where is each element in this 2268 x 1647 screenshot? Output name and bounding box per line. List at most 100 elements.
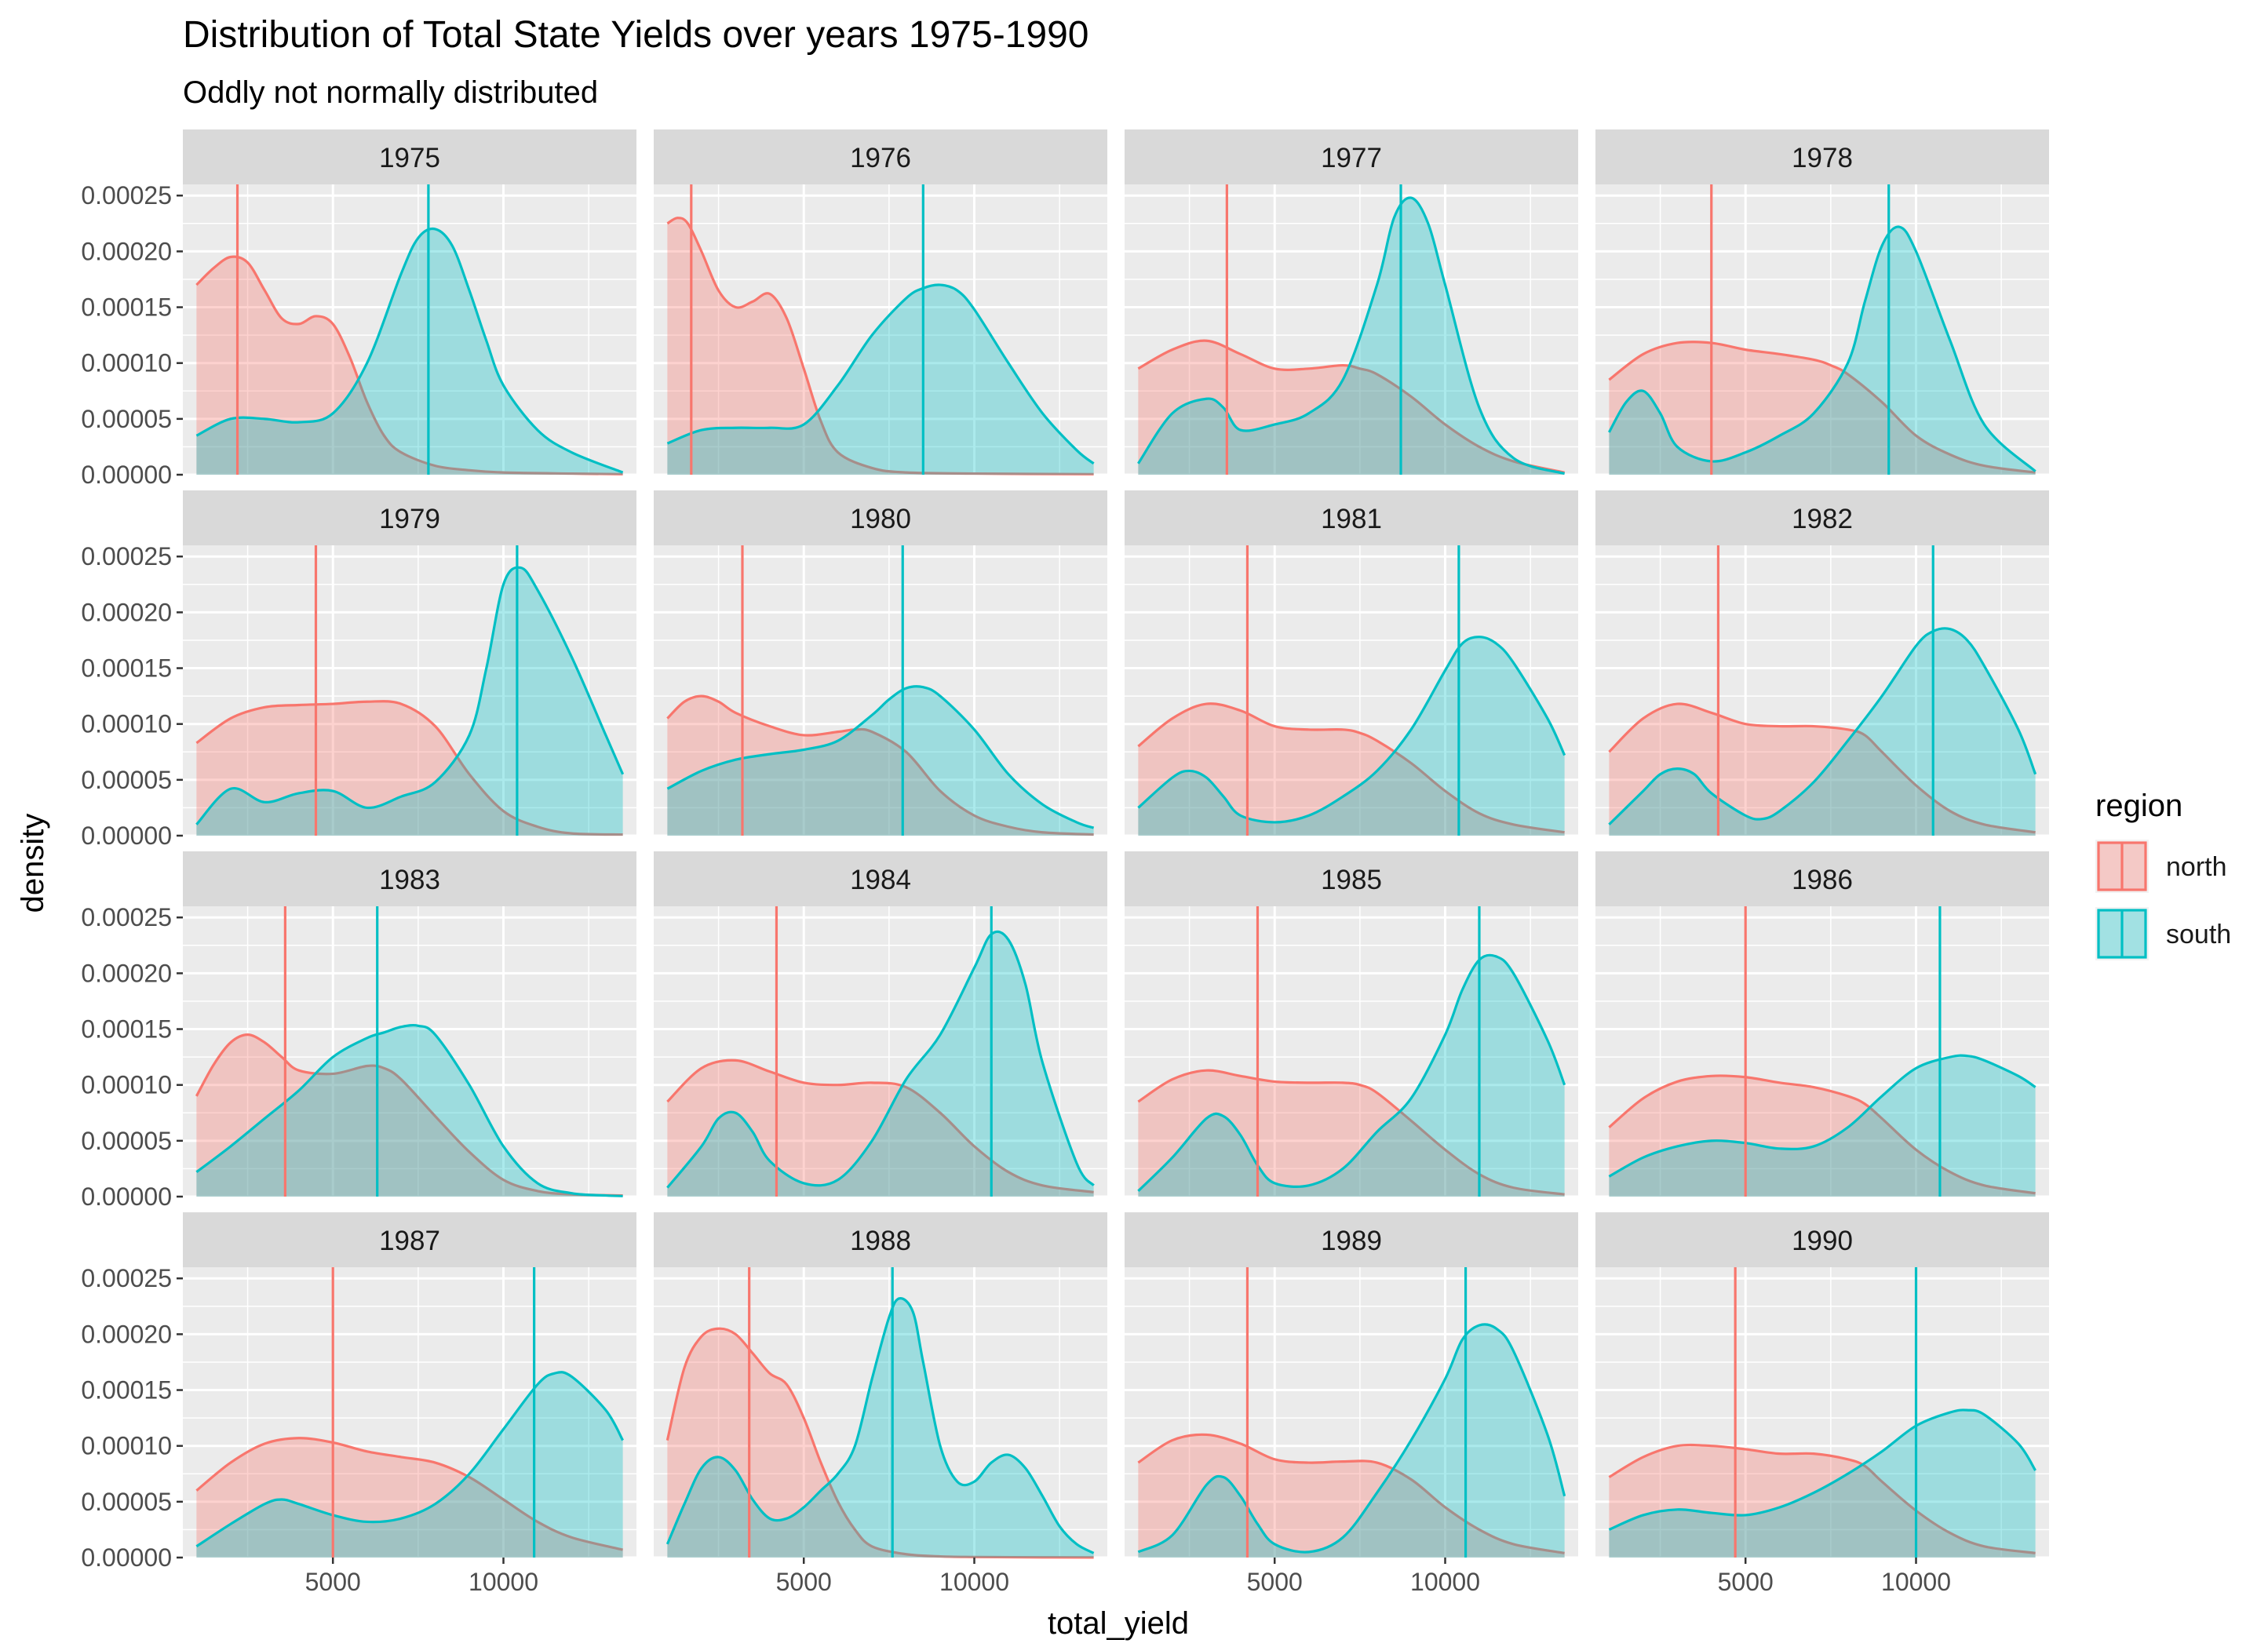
facet-strip — [183, 490, 636, 545]
facet-strip — [1595, 490, 2049, 545]
facet-strip-label: 1978 — [1792, 143, 1853, 173]
facet-panel-1977: 1977 — [1125, 129, 1578, 476]
panel-background — [183, 184, 636, 475]
facet-panels: 1975 0.00000 0.00005 0.00010 0.00015 0.00020 0… — [81, 129, 2049, 1596]
y-tick-label: 0.00010 — [81, 1432, 172, 1460]
facet-strip — [1595, 851, 2049, 906]
y-tick-label: 0.00005 — [81, 766, 172, 794]
y-tick-label: 0.00000 — [81, 461, 172, 489]
facet-strip — [1595, 129, 2049, 184]
facet-panel-1987: 1987 0.00000 0.00005 0.00010 0.00015 0.00020 0… — [81, 1212, 636, 1596]
y-tick-label: 0.00025 — [81, 542, 172, 570]
x-tick-label: 10000 — [939, 1568, 1009, 1596]
density-area-south — [1609, 1055, 2036, 1197]
facet-panel-1988: 1988 5000 10000 — [654, 1212, 1107, 1596]
density-area-north — [1609, 1075, 2036, 1197]
legend-entry-south: south — [2095, 907, 2231, 960]
facet-strip — [654, 1212, 1107, 1267]
x-axis-title: total_yield — [1048, 1606, 1189, 1641]
facet-panel-1985: 1985 — [1125, 851, 1578, 1198]
panel-background — [1595, 184, 2049, 475]
facet-strip-label: 1988 — [850, 1226, 911, 1256]
facet-strip — [1125, 1212, 1578, 1267]
density-area-south — [1609, 628, 2036, 836]
facet-panel-1976: 1976 — [654, 129, 1107, 476]
density-line-south — [665, 1297, 1095, 1554]
facet-strip — [654, 851, 1107, 906]
density-area-south — [1138, 955, 1565, 1197]
facet-panel-1980: 1980 — [654, 490, 1107, 837]
density-area-north — [1138, 1070, 1565, 1197]
legend-entry-north: north — [2095, 840, 2227, 893]
density-line-north — [666, 217, 1094, 476]
density-area-north — [196, 257, 623, 475]
facet-strip-label: 1980 — [850, 504, 911, 534]
y-tick-label: 0.00015 — [81, 293, 172, 322]
density-area-north — [667, 1328, 1094, 1558]
density-area-south — [1138, 197, 1565, 475]
density-line-north — [195, 700, 623, 836]
facet-panel-1983: 1983 0.00000 0.00005 0.00010 0.00015 0.00020 0… — [81, 851, 636, 1211]
facet-panel-1989: 1989 5000 10000 — [1125, 1212, 1578, 1596]
facet-strip — [183, 129, 636, 184]
density-area-south — [196, 1025, 623, 1197]
density-line-south — [666, 283, 1095, 465]
panel-background — [1125, 545, 1578, 836]
facet-panel-1975: 1975 0.00000 0.00005 0.00010 0.00015 0.00020 0… — [81, 129, 636, 489]
density-line-south — [195, 227, 624, 474]
y-tick-label: 0.00000 — [81, 822, 172, 850]
density-area-north — [667, 217, 1094, 475]
facet-strip — [1125, 851, 1578, 906]
legend-entries: north south — [2095, 840, 2231, 960]
density-area-south — [667, 285, 1094, 475]
y-tick-label: 0.00020 — [81, 237, 172, 265]
density-area-south — [1609, 1409, 2036, 1558]
panel-background — [1595, 545, 2049, 836]
facet-panel-1986: 1986 — [1595, 851, 2049, 1198]
facet-panel-1984: 1984 — [654, 851, 1107, 1198]
density-line-north — [195, 1033, 623, 1197]
facet-strip-label: 1984 — [850, 865, 911, 895]
y-tick-label: 0.00005 — [81, 1488, 172, 1516]
facet-strip-label: 1990 — [1792, 1226, 1853, 1256]
facet-strip-label: 1985 — [1321, 865, 1382, 895]
panel-background — [183, 545, 636, 836]
density-area-north — [1138, 341, 1565, 475]
density-line-south — [1608, 1054, 2036, 1178]
density-area-south — [196, 228, 623, 475]
panel-background — [1125, 184, 1578, 475]
x-tick-label: 10000 — [1410, 1568, 1480, 1596]
density-line-south — [666, 930, 1095, 1189]
density-area-south — [196, 1372, 623, 1558]
density-line-south — [195, 1371, 625, 1548]
facet-panel-1978: 1978 — [1595, 129, 2049, 476]
x-tick-label: 5000 — [776, 1568, 832, 1596]
panel-background — [183, 906, 636, 1197]
chart-subtitle: Oddly not normally distributed — [183, 75, 598, 110]
panel-background — [654, 906, 1107, 1197]
legend-label-north: north — [2166, 852, 2227, 882]
panel-background — [1125, 906, 1578, 1197]
density-line-south — [195, 566, 625, 825]
density-line-north — [1137, 702, 1565, 834]
y-tick-label: 0.00010 — [81, 1071, 172, 1099]
density-area-south — [1609, 226, 2036, 475]
density-area-north — [1609, 703, 2036, 836]
density-area-north — [667, 696, 1094, 836]
x-tick-label: 5000 — [305, 1568, 361, 1596]
axis-titles: total_yield density — [16, 814, 1189, 1641]
density-line-south — [1137, 953, 1566, 1193]
density-area-south — [667, 1298, 1094, 1558]
x-tick-label: 5000 — [1247, 1568, 1303, 1596]
y-tick-label: 0.00015 — [81, 1376, 172, 1405]
density-area-south — [1138, 1324, 1565, 1558]
density-area-north — [1609, 1445, 2036, 1558]
facet-panel-1990: 1990 5000 10000 — [1595, 1212, 2049, 1596]
y-tick-label: 0.00005 — [81, 1127, 172, 1155]
facet-strip-label: 1989 — [1321, 1226, 1382, 1256]
facet-strip — [183, 1212, 636, 1267]
density-line-north — [1608, 341, 2036, 474]
density-area-north — [196, 701, 623, 836]
x-tick-label: 10000 — [469, 1568, 538, 1596]
